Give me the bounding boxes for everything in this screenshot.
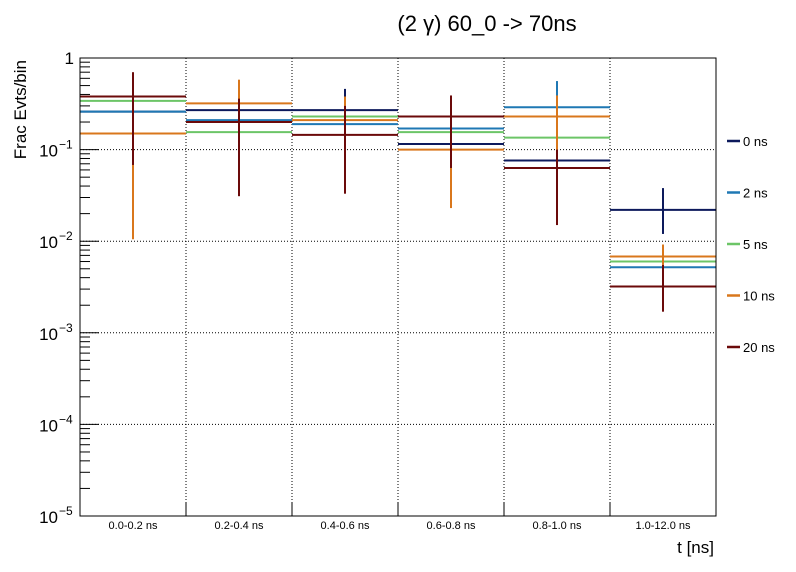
x-tick-label: 0.2-0.4 ns: [215, 520, 264, 532]
axis-tick-labels: 10−510−410−310−210 −110.0-0.2 ns 0.2-0.4 n…: [39, 49, 691, 532]
y-tick-label: 10: [39, 233, 58, 252]
y-tick-exponent: −4: [59, 412, 73, 426]
y-tick-label: 10: [39, 508, 58, 527]
legend-label: 2 ns: [743, 186, 768, 201]
chart-title: (2 γ) 60_0 -> 70ns: [397, 11, 576, 36]
series-layer: [80, 72, 716, 312]
legend-label: 10 ns: [743, 289, 775, 304]
y-tick-label: 10: [39, 416, 58, 435]
legend-label: 5 ns: [743, 237, 768, 252]
y-tick-label: 1: [65, 49, 74, 68]
x-tick-label: 0.4-0.6 ns: [321, 520, 370, 532]
y-tick-label: 10: [39, 142, 58, 161]
x-tick-label: 1.0-12.0 ns: [635, 520, 691, 532]
x-tick-label: 0.0-0.2 ns: [109, 520, 158, 532]
axis-ticks: [79, 57, 717, 517]
legend: 0 ns 2 ns 5 ns 10 ns 20 ns: [727, 134, 775, 355]
series-1: [80, 81, 716, 269]
y-tick-exponent: −5: [59, 504, 73, 518]
series-4: [80, 72, 716, 312]
x-axis-label: t [ns]: [677, 538, 714, 557]
x-tick-label: 0.8-1.0 ns: [533, 520, 582, 532]
legend-label: 0 ns: [743, 134, 768, 149]
grid-lines: [80, 58, 716, 516]
y-axis-label: Frac Evts/bin: [11, 60, 30, 159]
y-tick-exponent: −1: [59, 138, 73, 152]
y-tick-exponent: −3: [59, 321, 73, 335]
y-tick-exponent: −2: [59, 229, 73, 243]
y-tick-label: 10: [39, 325, 58, 344]
legend-label: 20 ns: [743, 340, 775, 355]
x-tick-label: 0.6-0.8 ns: [427, 520, 476, 532]
